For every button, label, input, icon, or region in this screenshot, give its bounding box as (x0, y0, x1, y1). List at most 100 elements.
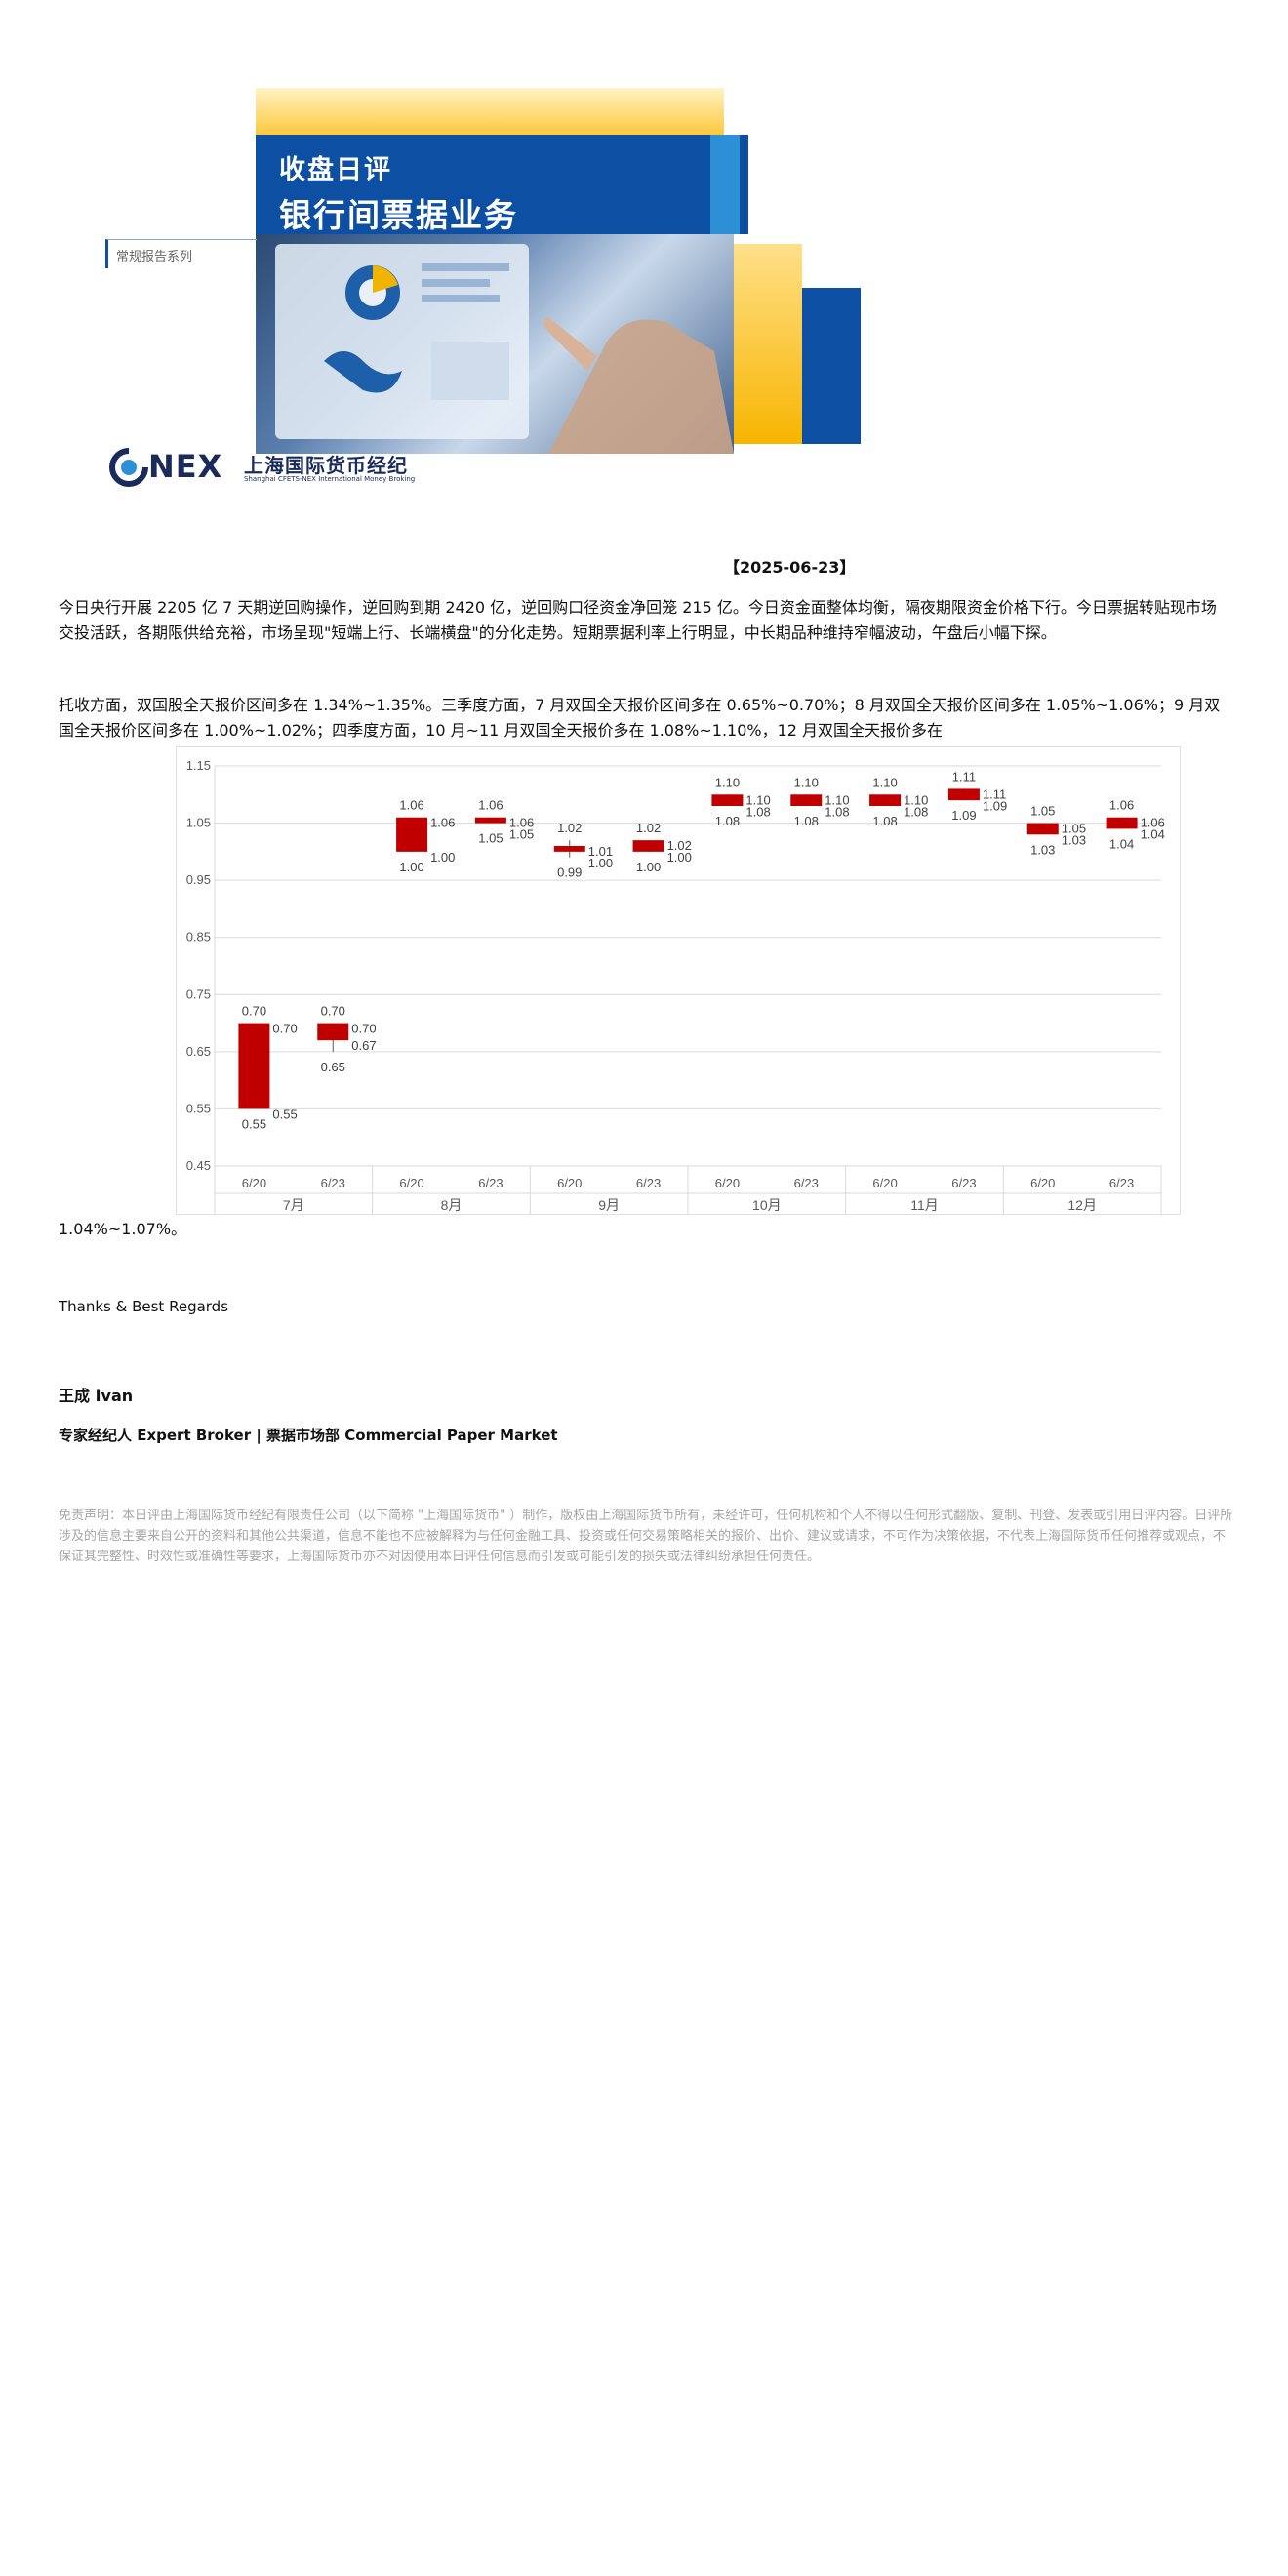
report-date: 【2025-06-23】 (724, 558, 856, 577)
candle-close-label: 0.67 (351, 1038, 376, 1053)
candle-high-label: 1.02 (636, 821, 661, 835)
x-group-label: 10月 (752, 1197, 782, 1213)
candle-close-label: 1.04 (1141, 827, 1165, 842)
signature-name: 王成 Ivan (59, 1387, 134, 1405)
candle-open-label: 1.10 (825, 792, 849, 807)
candle-low-label: 1.00 (399, 860, 423, 874)
banner-accent-strip (710, 135, 740, 234)
banner-yellow-strip (256, 88, 724, 135)
signature-role: 专家经纪人 Expert Broker | 票据市场部 Commercial P… (59, 1427, 558, 1444)
paragraph-funding: 今日央行开展 2205 亿 7 天期逆回购操作，逆回购到期 2420 亿，逆回购… (59, 598, 1217, 642)
candle-body (711, 794, 744, 806)
y-tick-label: 1.05 (186, 816, 211, 830)
y-tick-label: 0.75 (186, 986, 211, 1001)
candle-open-label: 1.06 (1141, 816, 1165, 830)
chart-frame (176, 746, 1181, 1215)
candle-open-label: 1.02 (667, 838, 692, 853)
candle-body (1106, 817, 1138, 829)
y-tick-label: 0.85 (186, 930, 211, 945)
candle-body (1026, 823, 1059, 835)
y-tick-label: 0.65 (186, 1044, 211, 1059)
candle-open-label: 1.11 (983, 786, 1006, 801)
y-tick-label: 1.15 (186, 758, 211, 773)
candle-high-label: 1.11 (952, 769, 976, 784)
banner-yellow-block (734, 244, 802, 444)
candle-open-label: 1.05 (1062, 822, 1086, 836)
candle-open-label: 1.10 (904, 792, 928, 807)
y-tick-label: 0.45 (186, 1158, 211, 1173)
candle-low-label: 0.65 (321, 1060, 345, 1074)
x-group-label: 12月 (1067, 1197, 1097, 1213)
x-tick-label: 6/23 (951, 1176, 976, 1190)
x-tick-label: 6/20 (557, 1176, 582, 1190)
candle-high-label: 1.10 (872, 775, 897, 789)
candle-low-label: 1.03 (1030, 842, 1055, 857)
candle-body (238, 1023, 270, 1109)
candle-close-label: 1.08 (904, 804, 928, 819)
report-banner: 收盘日评 银行间票据业务 常规报告系列 NEX 上海国际货币经纪 Shangha… (98, 88, 878, 498)
candle-close-label: 1.00 (667, 850, 692, 865)
candle-high-label: 0.70 (321, 1004, 345, 1019)
candle-close-label: 1.08 (825, 804, 849, 819)
candle-low-label: 0.55 (242, 1116, 266, 1131)
rate-candlestick-chart: 0.45 0.55 0.65 0.75 0.85 0.95 1.05 1.15 7月 8月 9月 10… (176, 746, 1181, 1215)
x-tick-label: 6/20 (399, 1176, 423, 1190)
candle-close-label: 1.03 (1062, 833, 1086, 848)
paragraph-quotes: 托收方面，双国股全天报价区间多在 1.34%~1.35%。三季度方面，7 月双国… (59, 696, 1221, 740)
x-tick-label: 6/23 (1109, 1176, 1134, 1190)
candle-high-label: 1.06 (1109, 798, 1134, 813)
disclaimer: 免责声明：本日评由上海国际货币经纪有限责任公司（以下简称 "上海国际货币" ）制… (59, 1509, 1233, 1564)
candle-low-label: 1.00 (636, 860, 661, 874)
candle-low-label: 1.08 (794, 814, 819, 828)
candle-close-label: 1.00 (430, 850, 455, 865)
nex-logo-icon (109, 448, 148, 487)
candle-high-label: 1.05 (1030, 804, 1055, 819)
candle-close-label: 1.08 (745, 804, 770, 819)
banner-title-line1: 收盘日评 (279, 155, 392, 185)
candle-body (869, 794, 902, 806)
candle-high-label: 1.02 (557, 821, 582, 835)
nex-logo-cn: 上海国际货币经纪 (244, 454, 408, 477)
x-tick-label: 6/23 (478, 1176, 503, 1190)
x-tick-label: 6/23 (321, 1176, 345, 1190)
candle-low-label: 1.05 (478, 831, 503, 846)
paragraph-quotes-tail: 1.04%~1.07%。 (59, 1220, 187, 1238)
banner-tablet-photo (256, 234, 734, 454)
candle-open-label: 1.06 (430, 816, 455, 830)
candle-close-label: 1.00 (588, 856, 613, 870)
candle-body (790, 794, 823, 806)
y-tick-label: 0.55 (186, 1101, 211, 1115)
candle-close-label: 1.09 (983, 798, 1007, 813)
candle-close-label: 1.05 (509, 827, 534, 842)
candle-open-label: 0.70 (351, 1022, 376, 1036)
candle-low-label: 0.99 (557, 865, 582, 880)
candle-high-label: 1.06 (399, 798, 423, 813)
x-tick-label: 6/20 (715, 1176, 740, 1190)
candle-high-label: 1.06 (478, 798, 503, 813)
candle-low-label: 1.04 (1109, 836, 1134, 851)
candle-body (632, 840, 664, 852)
candle-open-label: 1.06 (509, 816, 534, 830)
candle-high-label: 1.10 (715, 775, 740, 789)
x-group-label: 11月 (910, 1197, 939, 1213)
x-tick-label: 6/20 (242, 1176, 266, 1190)
x-group-label: 8月 (441, 1197, 463, 1213)
candle-body (947, 788, 980, 801)
x-tick-label: 6/23 (636, 1176, 661, 1190)
candle-open-label: 0.70 (272, 1022, 297, 1036)
candle-high-label: 0.70 (242, 1004, 266, 1019)
candle-low-label: 1.08 (715, 814, 740, 828)
nex-logo-word: NEX (148, 448, 223, 485)
candle-low-label: 1.09 (951, 808, 976, 823)
x-tick-label: 6/23 (794, 1176, 819, 1190)
banner-title-block (256, 135, 748, 234)
y-tick-label: 0.95 (186, 872, 211, 887)
candle-body (474, 817, 506, 824)
banner-series-label: 常规报告系列 (105, 239, 257, 268)
candle-body (553, 846, 585, 852)
x-tick-label: 6/20 (1030, 1176, 1055, 1190)
nex-logo-en: Shanghai CFETS-NEX International Money B… (244, 475, 416, 483)
x-group-label: 9月 (598, 1197, 620, 1213)
nex-logo: NEX 上海国际货币经纪 Shanghai CFETS-NEX Internat… (107, 444, 429, 493)
candle-body (396, 817, 428, 852)
